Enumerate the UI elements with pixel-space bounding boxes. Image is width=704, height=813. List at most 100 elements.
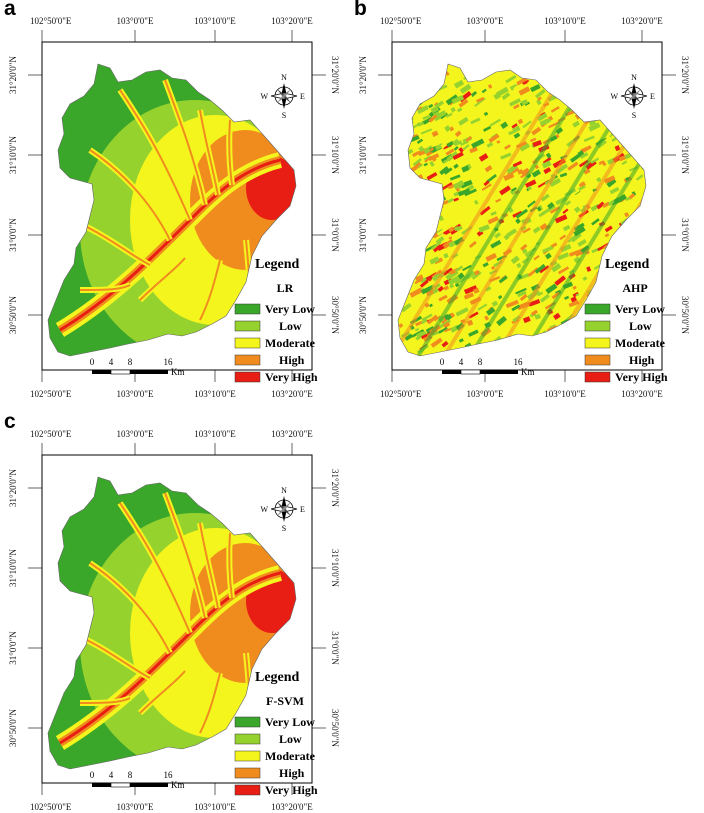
raster-patch xyxy=(521,337,531,345)
coord-label-top: 103°20'0"E xyxy=(271,429,313,439)
raster-patch xyxy=(644,165,646,174)
raster-patch xyxy=(520,71,529,78)
raster-patch xyxy=(533,254,540,261)
study-area-outline xyxy=(47,476,297,770)
raster-patch xyxy=(515,208,528,219)
legend-class-label: Moderate xyxy=(265,336,316,350)
raster-patch xyxy=(509,188,517,196)
raster-patch xyxy=(524,354,537,356)
raster-patch xyxy=(429,256,440,265)
scale-tick-label: 16 xyxy=(164,357,174,367)
raster-patch xyxy=(631,191,637,197)
raster-patch xyxy=(409,287,424,298)
raster-patch xyxy=(398,165,405,171)
raster-patch xyxy=(603,175,616,184)
raster-patch xyxy=(639,211,646,217)
raster-tributary xyxy=(199,522,219,609)
raster-patch xyxy=(421,64,434,69)
raster-patch xyxy=(400,102,412,114)
raster-patch xyxy=(454,265,464,273)
raster-patch xyxy=(418,204,429,213)
raster-patch xyxy=(584,103,592,108)
coord-label-left: 31°10'0"N xyxy=(8,136,18,174)
raster-patch xyxy=(625,67,631,74)
raster-patch xyxy=(559,172,568,178)
raster-patch xyxy=(536,206,542,212)
raster-patch xyxy=(638,154,646,161)
map-figure: 102°50'0"E 103°0'0"E 103°10'0"E 103°20'0"E 1… xyxy=(358,16,690,399)
raster-patch xyxy=(534,263,546,274)
raster-patch xyxy=(452,151,464,161)
raster-patch xyxy=(507,78,517,86)
raster-patch xyxy=(635,174,644,181)
raster-patch xyxy=(443,252,449,259)
map-panel-b: b 102°50'0"E 103°0'0"E 103°10'0"E 103°20'0"… xyxy=(350,0,690,400)
raster-patch xyxy=(450,107,456,113)
raster-patch xyxy=(429,184,443,194)
raster-patch xyxy=(453,146,459,151)
raster-patch xyxy=(494,232,502,239)
raster-patch xyxy=(418,191,424,198)
raster-patch xyxy=(519,143,531,152)
raster-patch xyxy=(439,72,445,79)
raster-patch xyxy=(435,64,449,68)
raster-patch xyxy=(548,54,559,64)
raster-tributary xyxy=(119,89,191,221)
raster-patch xyxy=(476,97,485,103)
raster-patch xyxy=(505,75,517,84)
raster-patch xyxy=(403,276,414,285)
raster-patch xyxy=(527,79,534,86)
raster-patch xyxy=(572,120,581,128)
raster-patch xyxy=(407,192,418,201)
raster-patch xyxy=(544,65,556,73)
coord-label-right: 31°20'0"N xyxy=(330,469,340,507)
panel-label: a xyxy=(4,0,16,20)
scale-unit: Km xyxy=(171,780,185,790)
raster-patch xyxy=(461,165,470,173)
raster-patch xyxy=(555,163,569,175)
raster-patch xyxy=(479,64,491,72)
raster-patch xyxy=(611,72,617,78)
raster-patch xyxy=(595,162,600,166)
raster-patch xyxy=(480,347,494,356)
coord-label-bottom: 103°20'0"E xyxy=(271,389,313,399)
raster-patch xyxy=(596,177,602,183)
raster-patch xyxy=(545,152,552,159)
raster-patch xyxy=(440,140,449,149)
raster-patch xyxy=(478,153,489,162)
legend-model-name: LR xyxy=(277,281,294,295)
raster-patch xyxy=(531,169,541,178)
raster-tributary xyxy=(139,257,186,301)
raster-patch xyxy=(514,338,527,345)
raster-patch xyxy=(598,95,612,105)
compass-label-e: E xyxy=(300,92,305,101)
raster-patch xyxy=(540,193,550,202)
raster-patch xyxy=(642,82,646,88)
raster-patch xyxy=(512,210,523,218)
coord-label-left: 31°0'0"N xyxy=(358,218,368,252)
raster-patch xyxy=(458,98,469,108)
raster-patch xyxy=(419,279,429,288)
raster-patch xyxy=(531,126,542,136)
raster-patch xyxy=(468,329,479,337)
raster-patch xyxy=(500,121,509,129)
north-arrow-compass-icon: N S E W xyxy=(260,73,305,120)
raster-patch xyxy=(632,146,646,157)
raster-patch xyxy=(512,125,521,134)
raster-patch xyxy=(482,125,492,132)
coord-label-top: 102°50'0"E xyxy=(30,16,72,26)
raster-patch xyxy=(500,152,512,160)
raster-patch xyxy=(441,199,449,206)
raster-patch xyxy=(542,156,552,165)
coord-label-top: 103°10'0"E xyxy=(194,16,236,26)
raster-patch xyxy=(465,135,473,143)
coord-label-right: 31°0'0"N xyxy=(330,218,340,252)
raster-patch xyxy=(641,85,646,89)
coord-label-top: 103°20'0"E xyxy=(621,16,663,26)
raster-patch xyxy=(515,218,521,225)
raster-patch xyxy=(567,161,579,171)
raster-patch xyxy=(590,157,600,164)
raster-patch xyxy=(493,92,502,100)
coord-label-bottom: 103°20'0"E xyxy=(621,389,663,399)
raster-patch xyxy=(443,314,450,320)
